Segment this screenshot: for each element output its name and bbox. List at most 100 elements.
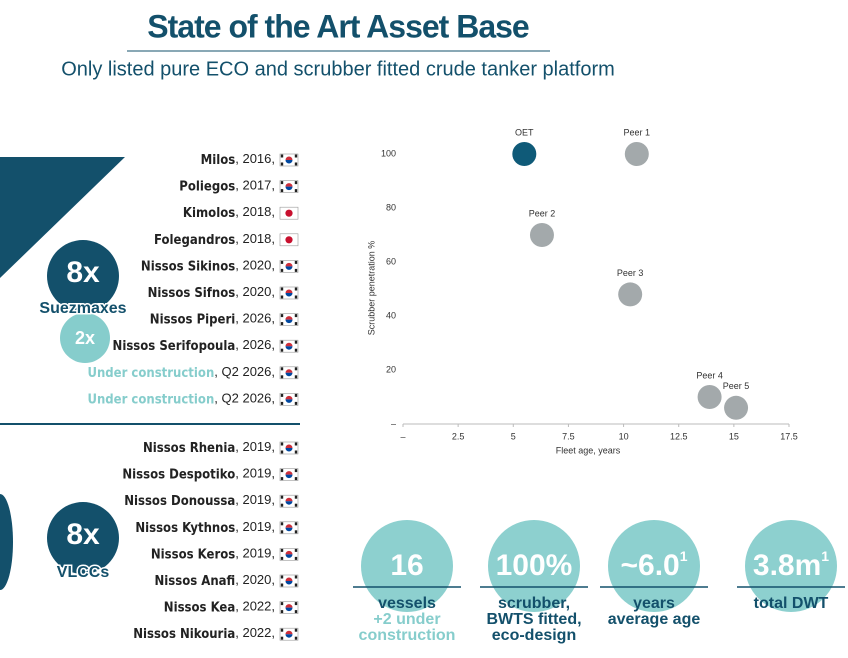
vessel-row: Nissos Rhenia, 2019, xyxy=(143,439,275,455)
stat-footnote: 1 xyxy=(821,548,829,564)
flag-bars xyxy=(294,375,298,379)
vessel-row: Milos, 2016, xyxy=(201,151,275,167)
flag-bottom xyxy=(285,554,293,558)
flag-bars xyxy=(294,495,298,499)
flag-bars xyxy=(294,575,298,579)
vessel-name: Nissos Piperi xyxy=(150,312,235,327)
point xyxy=(624,142,649,166)
point xyxy=(512,142,537,166)
flag-bottom xyxy=(285,186,293,191)
extra-circle xyxy=(60,313,110,363)
vessel-row: Nissos Donoussa, 2019, xyxy=(124,493,275,509)
vessel-detail: , Q2 2026, xyxy=(214,391,275,406)
vessel-row: Poliegos, 2017, xyxy=(179,178,275,194)
vessel-detail: , 2022, xyxy=(235,599,275,614)
y-tick-label: – xyxy=(391,418,396,428)
flag-bars xyxy=(280,401,284,405)
flag-bottom xyxy=(285,581,293,585)
flag-bars xyxy=(294,181,298,185)
flag-bars xyxy=(294,189,298,193)
class-label: VLCCs xyxy=(57,564,110,581)
flag-bars xyxy=(294,393,298,397)
flag-bottom xyxy=(285,527,293,532)
vessel-detail: , Q2 2026, xyxy=(214,364,275,379)
flag-bars xyxy=(294,477,298,481)
flag-bottom xyxy=(285,372,293,377)
flag-bars xyxy=(280,548,284,552)
flag-sun xyxy=(285,209,293,217)
flag-bars xyxy=(280,477,284,481)
vessel-name: Poliegos xyxy=(179,179,235,194)
flag-bars xyxy=(294,628,298,632)
vessel-detail: , 2017, xyxy=(235,178,275,193)
vessel-name: Nissos Despotiko xyxy=(122,467,235,482)
flag-bars xyxy=(294,162,298,166)
x-tick-label: – xyxy=(400,431,405,441)
flag-top xyxy=(285,183,293,187)
y-tick-label: 80 xyxy=(386,202,396,212)
x-tick-label: 17.5 xyxy=(780,431,798,441)
decor-triangle xyxy=(0,157,125,278)
stat-circle xyxy=(488,520,580,612)
vessel-detail: , 2020, xyxy=(235,572,275,587)
flag-bars xyxy=(280,375,284,379)
flag-bars xyxy=(294,450,298,454)
flag-bars xyxy=(280,602,284,606)
vessel-row: Under construction, Q2 2026, xyxy=(87,391,275,407)
extra-count: 2x xyxy=(75,328,95,348)
flag-bars xyxy=(280,583,284,587)
flag-bars xyxy=(280,442,284,446)
flag-bars xyxy=(294,322,298,326)
vessel-detail: , 2020, xyxy=(235,284,275,299)
flag-bars xyxy=(280,260,284,264)
vessel-detail: , 2018, xyxy=(235,205,275,220)
point xyxy=(697,385,722,409)
stat-caption: average age xyxy=(608,611,701,628)
y-tick-label: 40 xyxy=(386,310,396,320)
flag-bars xyxy=(280,610,284,614)
vessel-detail: , 2018, xyxy=(235,231,275,246)
flag-bottom xyxy=(285,634,293,638)
flag-bottom xyxy=(285,501,293,505)
flag-bars xyxy=(294,340,298,344)
vessel-name: Nissos Donoussa xyxy=(124,494,235,509)
flag-bars xyxy=(294,530,298,534)
flag-bars xyxy=(294,367,298,371)
x-tick-label: 7.5 xyxy=(562,431,575,441)
vessel-detail: , 2026, xyxy=(235,311,275,326)
point-label: Peer 1 xyxy=(624,127,651,137)
flag-top xyxy=(285,395,293,400)
flag-bars xyxy=(280,450,284,454)
vessel-detail: , 2026, xyxy=(235,338,275,353)
flag-bottom xyxy=(285,319,293,324)
vessel-name: Nissos Kea xyxy=(164,600,235,615)
point-label: Peer 2 xyxy=(529,208,556,218)
flag-bars xyxy=(280,393,284,397)
stat-circle xyxy=(745,520,837,612)
stat-value: 16 xyxy=(390,549,423,582)
stat-value: 100% xyxy=(496,549,573,582)
flag-top xyxy=(285,524,293,528)
vessel-row: Nissos Sikinos, 2020, xyxy=(141,258,275,274)
flag-bars xyxy=(280,268,284,272)
flag-bars xyxy=(280,575,284,579)
flag-bars xyxy=(280,469,284,473)
flag-bars xyxy=(294,610,298,614)
stat-caption: BWTS fitted, xyxy=(486,611,581,628)
x-tick-label: 5 xyxy=(511,431,516,441)
flag-bars xyxy=(280,367,284,371)
vessel-detail: , 2019, xyxy=(235,466,275,481)
stat-number: 100% xyxy=(496,549,573,582)
count-circle xyxy=(47,502,119,574)
flag-top xyxy=(285,550,293,555)
stat-number: 3.8m xyxy=(753,549,821,582)
vessel-row: Nissos Despotiko, 2019, xyxy=(122,466,275,482)
vessel-name: Nissos Keros xyxy=(151,547,235,562)
flag-bars xyxy=(280,530,284,534)
vessel-row: Nissos Piperi, 2026, xyxy=(150,311,275,327)
x-axis-label: Fleet age, years xyxy=(556,445,621,455)
vessel-row: Nissos Serifopoula, 2026, xyxy=(113,338,275,354)
vessel-detail: , 2020, xyxy=(235,258,275,273)
count: 8x xyxy=(66,518,100,551)
flag-top xyxy=(285,604,293,608)
